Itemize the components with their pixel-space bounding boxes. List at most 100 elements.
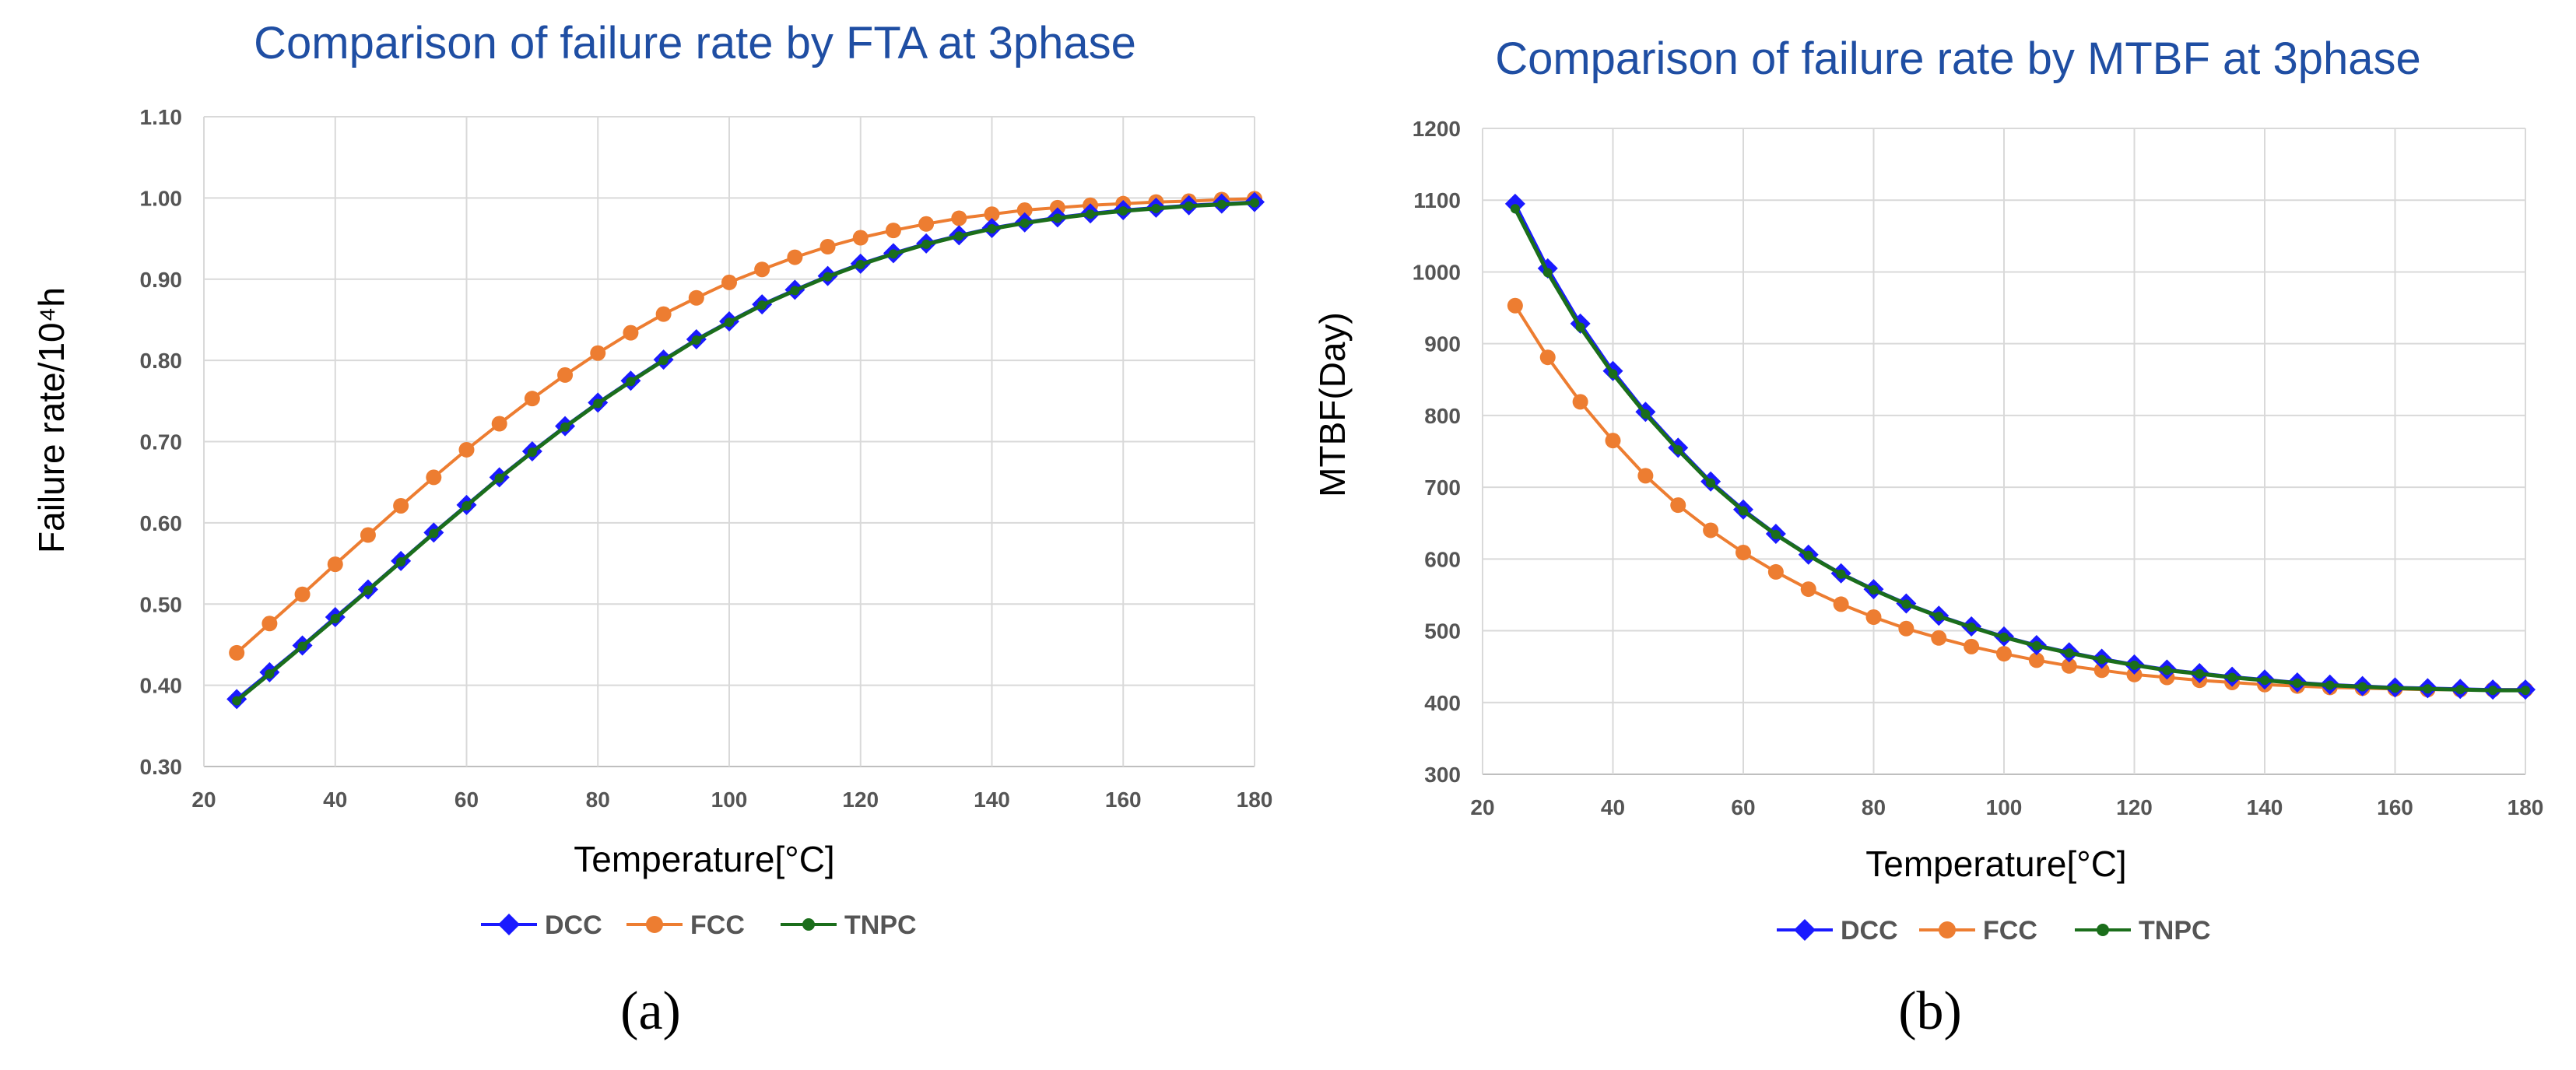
chart-b-fcc-point: [1507, 297, 1523, 314]
chart-b-y-tick-label: 700: [1424, 475, 1461, 500]
chart-b-x-tick-label: 100: [1986, 795, 2023, 819]
chart-b-y-tick-labels: 300 400 500 600 700 800 900 1000 1100 1200: [1413, 117, 1461, 787]
chart-b-fcc-point: [2028, 652, 2044, 668]
chart-b-tnpc-point: [2097, 654, 2107, 665]
chart-a-tnpc-point: [855, 259, 865, 269]
chart-a-legend: DCC FCC TNPC: [481, 910, 917, 940]
chart-a-x-tick-label: 20: [191, 788, 216, 812]
chart-b-dcc-point: [1504, 193, 1525, 214]
chart-b-tnpc-point: [1641, 409, 1651, 419]
chart-a-tnpc-point: [823, 272, 833, 282]
chart-b-y-tick-label: 800: [1424, 404, 1461, 428]
chart-a-x-tick-label: 40: [323, 788, 347, 812]
chart-a-y-tick-label: 0.70: [140, 430, 183, 454]
chart-a-x-axis-label: Temperature[°C]: [574, 839, 834, 879]
chart-b-fcc-point: [1800, 581, 1816, 598]
chart-b-x-axis-label: Temperature[°C]: [1865, 844, 2126, 884]
chart-b-tnpc-point: [2195, 668, 2205, 679]
chart-a-tnpc-point: [691, 335, 701, 346]
chart-a-tnpc-point: [396, 556, 406, 567]
chart-a-tnpc-point: [560, 422, 570, 432]
chart-a-tnpc-point: [1086, 209, 1096, 219]
chart-a-fcc-point: [393, 497, 409, 514]
chart-a-tnpc-point: [363, 585, 373, 595]
chart-a-y-tick-label: 0.40: [140, 674, 183, 698]
chart-a-x-tick-label: 120: [842, 788, 879, 812]
chart-a-tnpc-point: [1216, 199, 1227, 209]
chart-a-y-tick-label: 0.80: [140, 349, 183, 373]
chart-b-tnpc-point: [2455, 685, 2465, 695]
chart-a-tnpc-point: [987, 224, 997, 234]
chart-a-x-tick-labels: 20 40 60 80 100 120 140 160 180: [191, 788, 1272, 812]
chart-a-fcc-point: [327, 556, 343, 573]
chart-a-x-tick-label: 160: [1105, 788, 1142, 812]
chart-b-panel-label: (b): [1898, 981, 1962, 1041]
chart-b-tnpc-point: [1510, 204, 1520, 214]
legend-a-fcc-label: FCC: [690, 910, 745, 940]
chart-b-legend: DCC FCC TNPC: [1777, 916, 2211, 945]
chart-a-fcc-point: [754, 261, 770, 278]
chart-b-tnpc-point: [2423, 684, 2433, 694]
chart-b-tnpc-point: [1869, 584, 1879, 595]
chart-a-gridlines: [203, 116, 1255, 767]
chart-a: Comparison of failure rate by FTA at 3ph…: [31, 18, 1272, 1041]
chart-a-x-tick-label: 100: [711, 788, 748, 812]
chart-b-fcc-point: [1703, 522, 1719, 539]
chart-a-tnpc-point: [888, 249, 898, 259]
chart-b-x-tick-label: 20: [1470, 795, 1494, 819]
chart-b-x-tick-label: 60: [1731, 795, 1755, 819]
chart-b-y-axis-label: MTBF(Day): [1312, 312, 1353, 497]
chart-a-fcc-point: [852, 230, 869, 246]
chart-b-fcc-point: [1670, 497, 1686, 514]
chart-b-tnpc-point: [1542, 268, 1553, 278]
chart-b-y-tick-label: 600: [1424, 547, 1461, 571]
chart-a-fcc-point: [918, 216, 935, 232]
chart-b-fcc-point: [1735, 545, 1751, 561]
chart-b-tnpc-point: [1771, 529, 1781, 539]
chart-b-tnpc-point: [2521, 686, 2530, 696]
chart-b-fcc-point: [1996, 646, 2012, 662]
chart-b-dcc-line: [1514, 202, 2525, 692]
chart-a-tnpc-point: [462, 500, 472, 510]
chart-b-x-tick-labels: 20 40 60 80 100 120 140 160 180: [1470, 795, 2543, 819]
chart-b-tnpc-point: [2227, 672, 2237, 682]
chart-b-series: [1504, 193, 2536, 700]
chart-a-fcc-point: [491, 416, 507, 432]
chart-a-tnpc-point: [265, 669, 275, 679]
legend-a-fcc-marker: [646, 916, 663, 933]
chart-a-tnpc-point: [527, 447, 537, 458]
chart-b-y-tick-label: 300: [1424, 763, 1461, 787]
chart-b-title: Comparison of failure rate by MTBF at 3p…: [1495, 33, 2421, 84]
legend-b-fcc-label: FCC: [1983, 916, 2037, 945]
chart-a-tnpc-point: [232, 696, 242, 706]
chart-a-title: Comparison of failure rate by FTA at 3ph…: [254, 18, 1136, 68]
chart-b-y-tick-label: 1200: [1413, 117, 1461, 141]
chart-a-y-tick-label: 0.90: [140, 268, 183, 292]
chart-b-tnpc-point: [2064, 648, 2074, 658]
chart-a-tnpc-point: [1020, 218, 1030, 228]
chart-b-tnpc-point: [1999, 632, 2009, 642]
legend-b-fcc-marker: [1939, 921, 1956, 938]
chart-b-fcc-point: [1898, 620, 1914, 637]
chart-b-fcc-point: [1637, 468, 1654, 484]
chart-b-fcc-point: [1572, 394, 1588, 410]
legend-a-dcc-label: DCC: [545, 910, 602, 940]
chart-a-y-tick-label: 0.30: [140, 755, 183, 779]
chart-b-tnpc-point: [2325, 680, 2335, 690]
chart-b-tnpc-point: [2129, 660, 2139, 670]
legend-b-tnpc-label: TNPC: [2139, 916, 2211, 945]
chart-a-y-axis-label: Failure rate/10⁴h: [31, 287, 72, 553]
chart-b-tnpc-point: [1706, 478, 1716, 488]
chart-a-fcc-point: [655, 306, 672, 322]
chart-a-fcc-point: [294, 586, 311, 602]
chart-a-fcc-point: [590, 345, 606, 361]
chart-b-tnpc-line: [1513, 208, 2525, 693]
chart-b-fcc-point: [1539, 349, 1556, 366]
chart-a-tnpc-point: [626, 377, 636, 387]
chart-b-x-tick-label: 140: [2247, 795, 2283, 819]
legend-b-tnpc-marker: [2097, 924, 2109, 936]
chart-a-fcc-line: [235, 197, 1255, 654]
chart-b-x-tick-label: 80: [1862, 795, 1886, 819]
chart-b-y-tick-label: 1000: [1413, 260, 1461, 284]
